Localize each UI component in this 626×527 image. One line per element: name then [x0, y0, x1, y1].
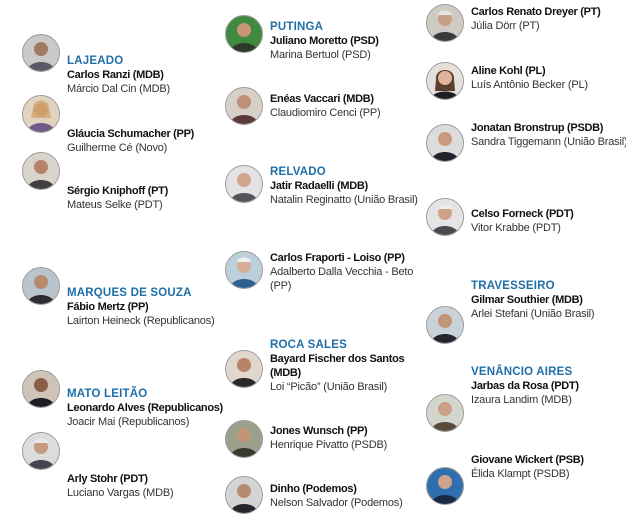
mayor-candidate: Carlos Renato Dreyer (PT)	[471, 6, 601, 18]
mayor-candidate: Aline Kohl (PL)	[471, 65, 546, 77]
mayor-candidate: Fábio Mertz (PP)	[67, 301, 149, 313]
vice-candidate: Lairton Heineck (Republicanos)	[67, 315, 215, 327]
candidate-photo	[426, 62, 464, 100]
vice-candidate: Loi “Picão” (União Brasil)	[270, 381, 388, 393]
mayor-candidate: Dinho (Podemos)	[270, 483, 357, 495]
candidate-photo	[22, 95, 60, 133]
mayor-candidate: Gláucia Schumacher (PP)	[67, 128, 194, 140]
city-name: MARQUES DE SOUZA	[67, 287, 192, 299]
mayor-candidate: Arly Stohr (PDT)	[67, 473, 148, 485]
mayor-candidate: Leonardo Alves (Republicanos)	[67, 402, 223, 414]
candidate-photo	[22, 267, 60, 305]
candidate-photo	[225, 15, 263, 53]
city-name: MATO LEITÃO	[67, 388, 148, 400]
candidate-photo	[426, 198, 464, 236]
candidate-photo	[22, 432, 60, 470]
candidate-photo	[225, 165, 263, 203]
candidate-photo	[22, 152, 60, 190]
mayor-candidate: Bayard Fischer dos Santos (MDB)	[270, 353, 405, 379]
mayor-candidate: Enéas Vaccari (MDB)	[270, 93, 374, 105]
vice-candidate: Mateus Selke (PDT)	[67, 199, 163, 211]
candidate-photo	[225, 87, 263, 125]
city-name: RELVADO	[270, 166, 326, 178]
city-name: PUTINGA	[270, 21, 324, 33]
candidate-photo	[22, 34, 60, 72]
vice-candidate: Élida Klampt (PSDB)	[471, 468, 570, 480]
candidate-photo	[225, 420, 263, 458]
mayor-candidate: Jones Wunsch (PP)	[270, 425, 368, 437]
vice-candidate: Márcio Dal Cin (MDB)	[67, 83, 170, 95]
mayor-candidate: Jarbas da Rosa (PDT)	[471, 380, 579, 392]
city-name: VENÂNCIO AIRES	[471, 366, 573, 378]
candidate-photo	[426, 124, 464, 162]
vice-candidate: Nelson Salvador (Podemos)	[270, 497, 403, 509]
vice-candidate: Júlia Dörr (PT)	[471, 20, 540, 32]
mayor-candidate: Juliano Moretto (PSD)	[270, 35, 379, 47]
mayor-candidate: Celso Forneck (PDT)	[471, 208, 574, 220]
vice-candidate: Arlei Stefani (União Brasil)	[471, 308, 595, 320]
mayor-candidate: Sérgio Kniphoff (PT)	[67, 185, 168, 197]
vice-candidate: Luciano Vargas (MDB)	[67, 487, 174, 499]
vice-candidate: Claudiomiro Cenci (PP)	[270, 107, 381, 119]
vice-candidate: Marina Bertuol (PSD)	[270, 49, 371, 61]
candidate-photo	[225, 350, 263, 388]
vice-candidate: Henrique Pivatto (PSDB)	[270, 439, 388, 451]
vice-candidate: Adalberto Dalla Vecchia - Beto (PP)	[270, 266, 414, 292]
vice-candidate: Vitor Krabbe (PDT)	[471, 222, 561, 234]
mayor-candidate: Jonatan Bronstrup (PSDB)	[471, 122, 604, 134]
vice-candidate: Luís Antônio Becker (PL)	[471, 79, 588, 91]
candidate-photo	[426, 306, 464, 344]
mayor-candidate: Carlos Ranzi (MDB)	[67, 69, 164, 81]
vice-candidate: Sandra Tiggemann (União Brasil)	[471, 136, 626, 148]
vice-candidate: Guilherme Cé (Novo)	[67, 142, 168, 154]
vice-candidate: Natalin Reginatto (União Brasil)	[270, 194, 418, 206]
city-name: TRAVESSEIRO	[471, 280, 555, 292]
candidate-photo	[426, 394, 464, 432]
candidate-photo	[426, 4, 464, 42]
vice-candidate: Joacir Mai (Republicanos)	[67, 416, 190, 428]
mayor-candidate: Jatir Radaelli (MDB)	[270, 180, 368, 192]
city-name: ROCA SALES	[270, 339, 347, 351]
candidate-photo	[22, 370, 60, 408]
mayor-candidate: Giovane Wickert (PSB)	[471, 454, 584, 466]
city-name: LAJEADO	[67, 55, 124, 67]
candidate-photo	[225, 476, 263, 514]
candidate-photo	[426, 467, 464, 505]
mayor-candidate: Gilmar Southier (MDB)	[471, 294, 583, 306]
mayor-candidate: Carlos Fraporti - Loiso (PP)	[270, 252, 405, 264]
vice-candidate: Izaura Landim (MDB)	[471, 394, 572, 406]
candidate-photo	[225, 251, 263, 289]
